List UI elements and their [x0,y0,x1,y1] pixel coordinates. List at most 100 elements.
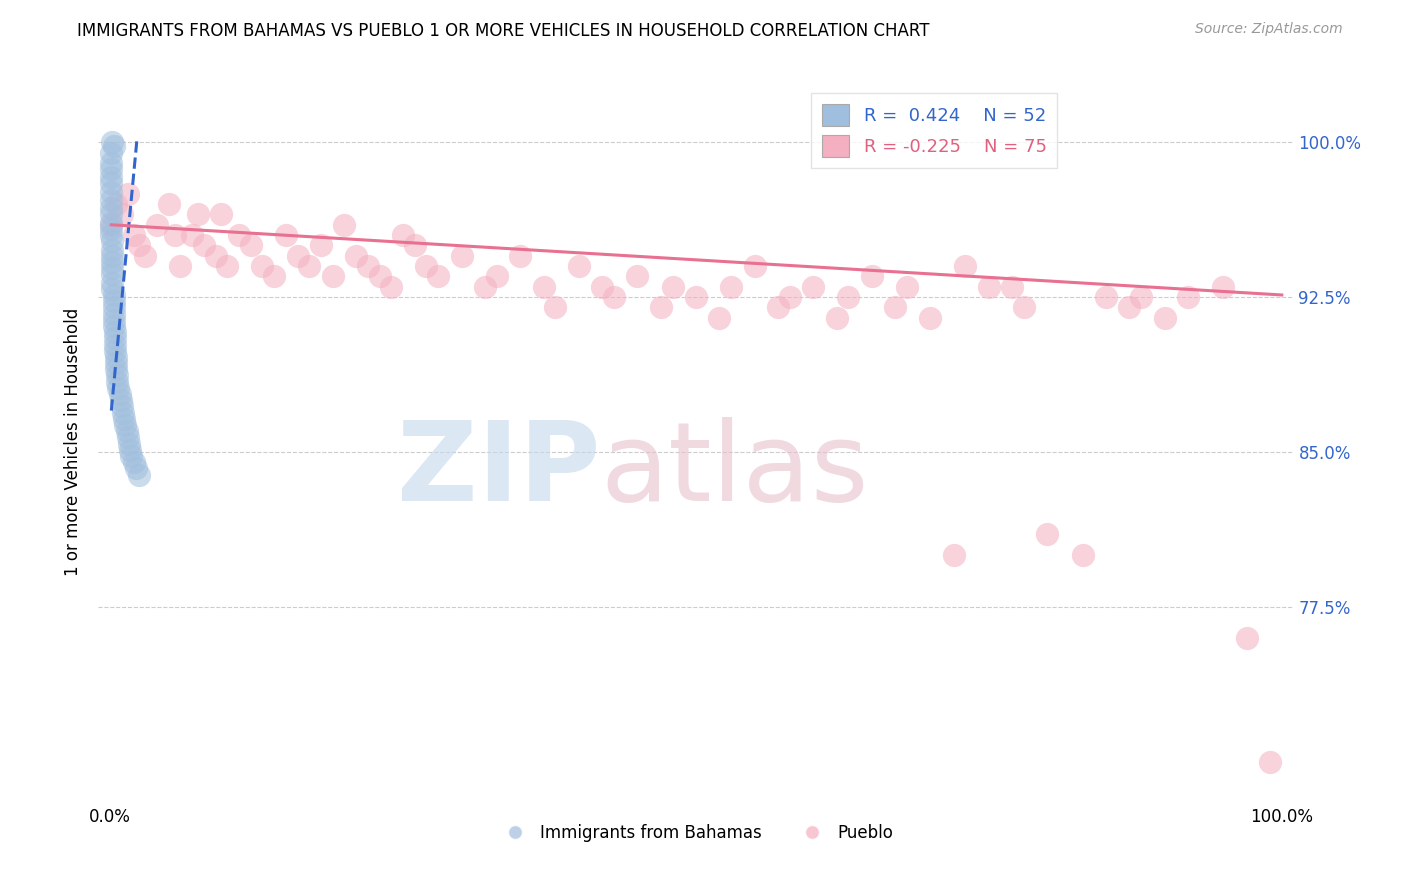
Point [368,269,391,284]
Point [217,259,239,273]
Point [101,249,124,263]
Point [404,238,426,252]
Point [1177,290,1199,304]
Point [509,249,531,263]
Point [1036,527,1059,541]
Point [603,290,626,304]
Point [146,218,169,232]
Point [977,279,1000,293]
Point [104,331,127,345]
Y-axis label: 1 or more Vehicles in Household: 1 or more Vehicles in Household [65,308,83,575]
Point [533,279,555,293]
Point [105,362,128,376]
Point [333,218,356,232]
Point [187,207,209,221]
Point [380,279,402,293]
Point [942,548,965,562]
Point [1012,301,1035,315]
Point [709,310,731,325]
Point [104,325,127,339]
Point [344,249,367,263]
Point [474,279,496,293]
Point [955,259,977,273]
Point [392,228,415,243]
Point [779,290,801,304]
Point [298,259,321,273]
Point [157,197,180,211]
Point [100,207,122,221]
Point [357,259,380,273]
Point [322,269,344,284]
Point [1130,290,1153,304]
Point [1153,310,1175,325]
Legend: Immigrants from Bahamas, Pueblo: Immigrants from Bahamas, Pueblo [492,817,900,848]
Point [134,249,156,263]
Point [104,343,127,358]
Text: atlas: atlas [600,417,869,524]
Point [105,368,128,383]
Point [163,228,186,243]
Point [122,455,145,469]
Point [204,249,226,263]
Point [100,222,122,236]
Point [101,268,124,282]
Point [100,145,122,160]
Point [626,269,648,284]
Point [263,269,285,284]
Point [122,228,145,243]
Point [427,269,450,284]
Text: Source: ZipAtlas.com: Source: ZipAtlas.com [1195,22,1343,37]
Point [1236,631,1258,645]
Point [112,406,135,420]
Point [117,430,139,444]
Point [568,259,591,273]
Point [108,387,131,401]
Point [1118,301,1140,315]
Point [103,294,125,309]
Point [181,228,204,243]
Point [125,461,148,475]
Point [101,276,124,290]
Point [105,197,128,211]
Point [101,235,124,249]
Point [101,243,124,257]
Point [228,228,250,243]
Point [128,238,150,252]
Point [860,269,883,284]
Point [685,290,707,304]
Point [884,301,907,315]
Point [744,259,766,273]
Point [169,259,191,273]
Point [103,288,125,302]
Point [837,290,859,304]
Point [114,417,136,432]
Point [105,375,128,389]
Point [103,307,125,321]
Point [101,282,124,296]
Point [100,201,122,215]
Text: IMMIGRANTS FROM BAHAMAS VS PUEBLO 1 OR MORE VEHICLES IN HOUSEHOLD CORRELATION CH: IMMIGRANTS FROM BAHAMAS VS PUEBLO 1 OR M… [77,22,929,40]
Point [650,301,672,315]
Point [766,301,789,315]
Point [115,424,138,438]
Point [105,350,128,364]
Point [193,238,215,252]
Point [117,186,139,201]
Point [1071,548,1094,562]
Point [100,162,122,177]
Point [239,238,262,252]
Point [544,301,567,315]
Point [101,135,124,149]
Point [118,436,141,450]
Point [920,310,942,325]
Point [120,449,142,463]
Point [825,310,848,325]
Point [100,185,122,199]
Point [110,393,132,408]
Point [661,279,683,293]
Point [1001,279,1024,293]
Point [100,156,122,170]
Point [485,269,508,284]
Point [103,312,125,326]
Point [211,207,233,221]
